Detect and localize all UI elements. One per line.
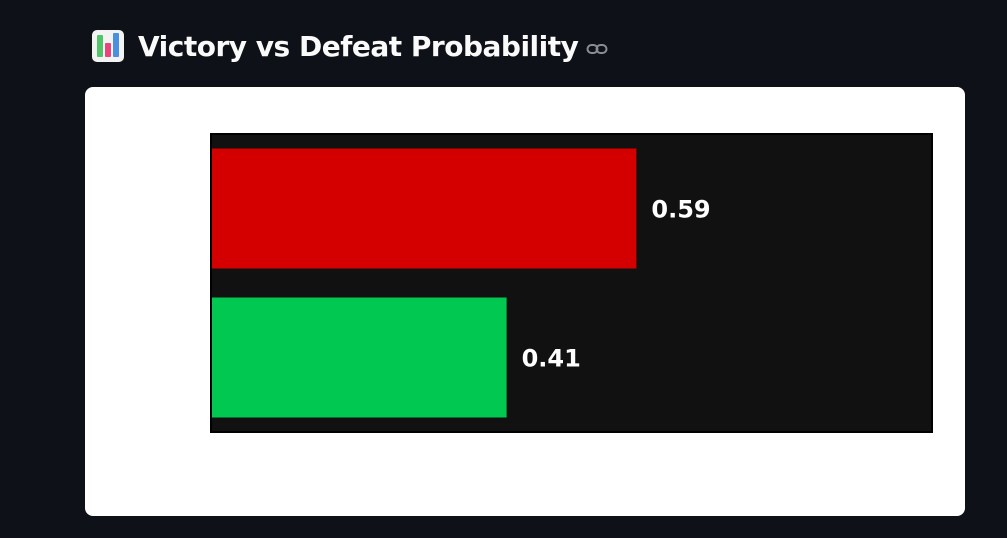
bar-chart: 0.59 0.41	[210, 133, 933, 433]
chart-card: 0.59 0.41	[85, 87, 965, 516]
link-icon[interactable]	[586, 42, 608, 56]
bar-chart-icon	[92, 30, 124, 62]
page-header: Victory vs Defeat Probability	[90, 26, 608, 66]
page-title: Victory vs Defeat Probability	[138, 29, 579, 63]
bar-value-label-2: 0.41	[522, 345, 581, 373]
bar-value-label-1: 0.59	[651, 196, 710, 224]
bar-2	[212, 297, 507, 418]
bar-1	[212, 148, 637, 269]
